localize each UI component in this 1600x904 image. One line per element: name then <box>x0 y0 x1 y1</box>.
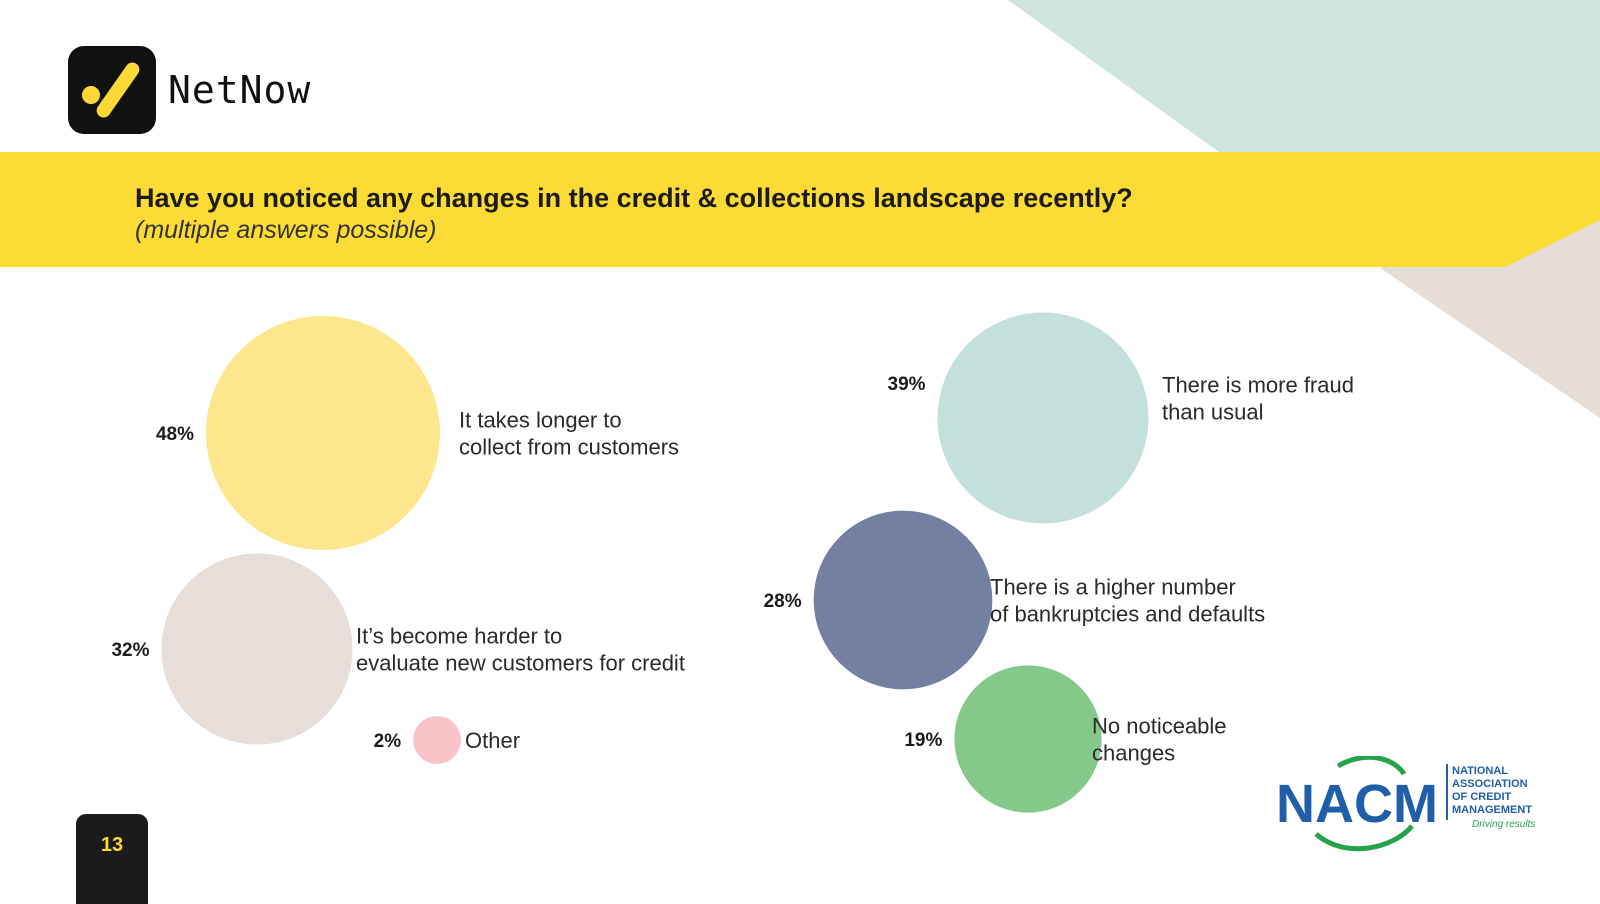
value-label-0: 48% <box>156 424 194 445</box>
value-label-4: 28% <box>764 591 802 612</box>
category-label-1: It’s become harder to evaluate new custom… <box>356 624 685 676</box>
nacm-tagline: Driving results <box>1472 819 1535 830</box>
nacm-swoosh-bottom <box>1314 824 1414 852</box>
bubble-0 <box>206 316 440 550</box>
category-label-4: There is a higher number of bankruptcies … <box>990 575 1265 627</box>
nacm-acronym: NACM <box>1276 774 1438 834</box>
bubble-1 <box>161 553 353 745</box>
bubble-2 <box>413 716 461 764</box>
value-label-5: 19% <box>904 730 942 751</box>
bubble-4 <box>813 510 993 690</box>
bubble-5 <box>954 665 1102 813</box>
category-label-5: No noticeable changes <box>1092 714 1227 766</box>
title-banner <box>0 152 1600 267</box>
brand-name: NetNow <box>168 68 312 112</box>
bubble-3 <box>937 312 1149 524</box>
page-number: 13 <box>100 834 124 856</box>
value-label-2: 2% <box>374 731 402 752</box>
value-label-1: 32% <box>111 640 149 661</box>
nacm-line1: NATIONAL <box>1452 765 1508 777</box>
netnow-logo: NetNow <box>68 46 311 134</box>
page-number-tab: 13 <box>76 814 148 904</box>
value-label-3: 39% <box>888 374 926 395</box>
netnow-logo-icon <box>68 46 156 134</box>
nacm-line4: MANAGEMENT <box>1452 804 1532 816</box>
category-label-0: It takes longer to collect from customers <box>459 408 679 460</box>
category-label-3: There is more fraud than usual <box>1162 373 1354 425</box>
nacm-line3: OF CREDIT <box>1452 791 1512 803</box>
category-label-2: Other <box>465 728 520 753</box>
nacm-line2: ASSOCIATION <box>1452 778 1528 790</box>
page-subtitle: (multiple answers possible) <box>135 216 437 244</box>
page-title: Have you noticed any changes in the cred… <box>135 183 1133 213</box>
nacm-logo: NACM NATIONAL ASSOCIATION OF CREDIT MANA… <box>1276 756 1535 852</box>
nacm-swoosh-top <box>1336 756 1407 776</box>
